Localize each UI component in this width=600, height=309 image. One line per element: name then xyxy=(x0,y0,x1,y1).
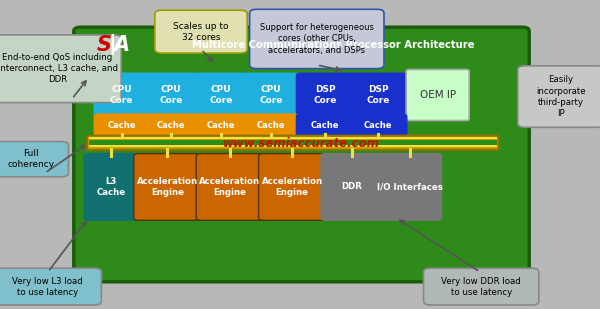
Text: DSP
Core: DSP Core xyxy=(367,85,389,105)
Text: Acceleration
Engine: Acceleration Engine xyxy=(262,177,323,197)
FancyBboxPatch shape xyxy=(296,73,354,117)
Text: Cache: Cache xyxy=(207,121,235,130)
Text: |: | xyxy=(109,34,116,55)
Text: Multicore Communications Processor Architecture: Multicore Communications Processor Archi… xyxy=(192,40,474,50)
Text: Scales up to
32 cores: Scales up to 32 cores xyxy=(173,22,229,42)
FancyBboxPatch shape xyxy=(194,114,248,137)
FancyBboxPatch shape xyxy=(194,73,248,117)
Text: CPU
Core: CPU Core xyxy=(160,85,183,105)
Text: Cache: Cache xyxy=(157,121,185,130)
Text: CPU
Core: CPU Core xyxy=(209,85,233,105)
FancyBboxPatch shape xyxy=(0,268,101,305)
Text: DSP
Core: DSP Core xyxy=(314,85,337,105)
FancyBboxPatch shape xyxy=(84,154,139,220)
FancyBboxPatch shape xyxy=(377,154,442,220)
Text: Cache: Cache xyxy=(311,121,340,130)
FancyBboxPatch shape xyxy=(196,154,263,220)
FancyBboxPatch shape xyxy=(89,141,497,143)
Text: Support for heterogeneous
cores (other CPUs,
accelerators, and DSPs: Support for heterogeneous cores (other C… xyxy=(260,23,374,54)
Text: Very low DDR load
to use latency: Very low DDR load to use latency xyxy=(442,277,521,297)
Text: CPU
Core: CPU Core xyxy=(110,85,133,105)
Text: I/O Interfaces: I/O Interfaces xyxy=(377,182,442,192)
FancyBboxPatch shape xyxy=(89,145,497,147)
FancyBboxPatch shape xyxy=(74,27,529,282)
Text: Cache: Cache xyxy=(107,121,136,130)
FancyBboxPatch shape xyxy=(349,114,407,137)
FancyBboxPatch shape xyxy=(250,9,384,69)
Text: Acceleration
Engine: Acceleration Engine xyxy=(199,177,260,197)
Text: L3
Cache: L3 Cache xyxy=(97,177,126,197)
Text: Easily
incorporate
third-party
IP: Easily incorporate third-party IP xyxy=(536,75,586,118)
FancyBboxPatch shape xyxy=(89,140,497,145)
Text: End-to-end QoS including
interconnect, L3 cache, and
DDR: End-to-end QoS including interconnect, L… xyxy=(0,53,118,84)
Text: CPU
Core: CPU Core xyxy=(259,85,283,105)
FancyBboxPatch shape xyxy=(321,154,382,220)
Text: Cache: Cache xyxy=(257,121,285,130)
FancyBboxPatch shape xyxy=(0,35,121,103)
FancyBboxPatch shape xyxy=(134,154,201,220)
FancyBboxPatch shape xyxy=(87,136,499,150)
FancyBboxPatch shape xyxy=(259,154,326,220)
FancyBboxPatch shape xyxy=(244,73,298,117)
FancyBboxPatch shape xyxy=(89,137,497,139)
FancyBboxPatch shape xyxy=(144,73,199,117)
FancyBboxPatch shape xyxy=(406,70,469,121)
FancyBboxPatch shape xyxy=(296,114,354,137)
Text: Acceleration
Engine: Acceleration Engine xyxy=(137,177,198,197)
FancyBboxPatch shape xyxy=(0,142,68,177)
FancyBboxPatch shape xyxy=(144,114,199,137)
FancyBboxPatch shape xyxy=(155,10,247,53)
Text: www.semiaccurate.com: www.semiaccurate.com xyxy=(223,137,380,150)
Text: DDR: DDR xyxy=(341,182,362,192)
Text: OEM IP: OEM IP xyxy=(419,90,456,100)
Text: Full
coherency: Full coherency xyxy=(8,149,55,169)
FancyBboxPatch shape xyxy=(94,73,149,117)
Text: A: A xyxy=(114,35,130,55)
FancyBboxPatch shape xyxy=(518,66,600,127)
Text: Very low L3 load
to use latency: Very low L3 load to use latency xyxy=(13,277,83,297)
FancyBboxPatch shape xyxy=(94,114,149,137)
Text: Cache: Cache xyxy=(364,121,392,130)
Text: S: S xyxy=(97,35,112,55)
FancyBboxPatch shape xyxy=(349,73,407,117)
FancyBboxPatch shape xyxy=(244,114,298,137)
FancyBboxPatch shape xyxy=(424,268,539,305)
